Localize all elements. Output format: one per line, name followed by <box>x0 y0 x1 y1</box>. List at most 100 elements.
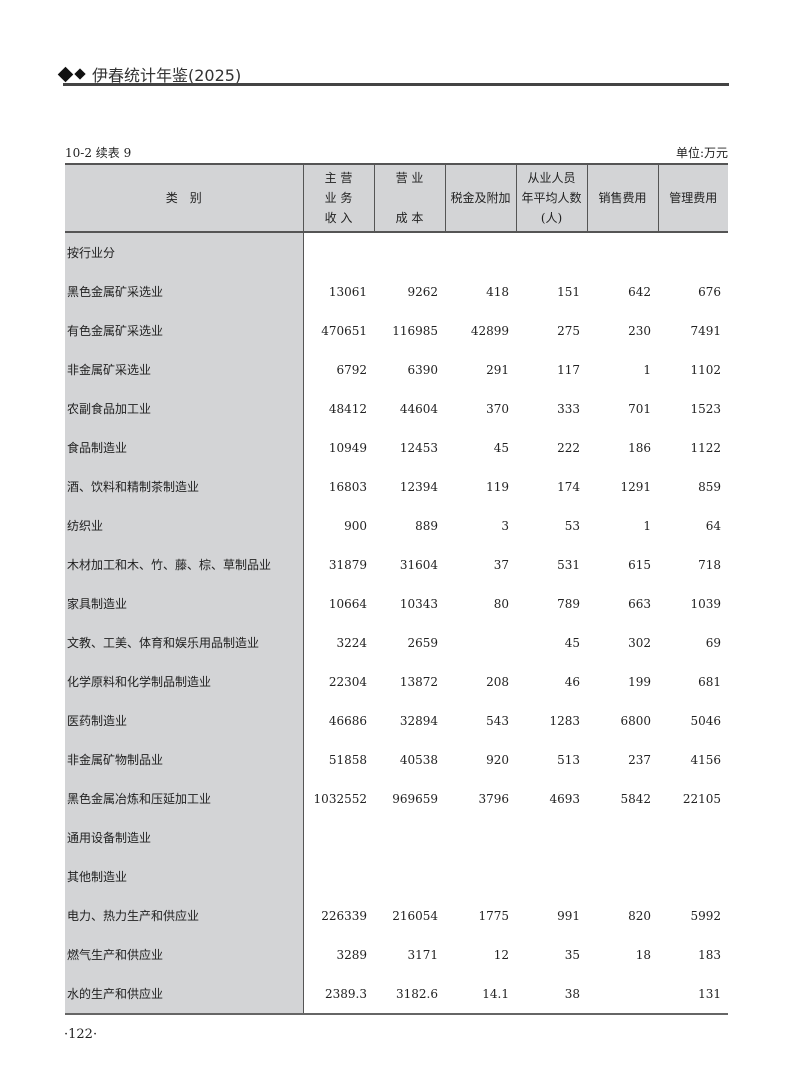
table-cell: 3 <box>501 518 509 533</box>
table-cell <box>303 818 374 857</box>
table-cell: 186 <box>628 440 651 455</box>
table-cell: 222 <box>557 440 580 455</box>
table-cell <box>658 857 728 896</box>
table-cell <box>374 857 445 896</box>
table-cell: 275 <box>557 323 580 338</box>
table-cell: 1291 <box>620 479 651 494</box>
table-cell <box>658 232 728 272</box>
row-label: 非金属矿采选业 <box>65 350 304 389</box>
table-cell: 131 <box>658 974 728 1015</box>
table-cell: 42899 <box>470 323 509 338</box>
row-label: 黑色金属冶炼和压延加工业 <box>65 779 304 818</box>
table-cell: 44604 <box>399 401 438 416</box>
table-cell: 889 <box>415 518 438 533</box>
table-cell: 470651 <box>321 323 367 338</box>
table-cell: 40538 <box>399 752 438 767</box>
table-row: 文教、工美、体育和娱乐用品制造业 3224 2659 45 302 69 <box>65 623 728 662</box>
table-cell: 22105 <box>682 791 721 806</box>
row-label: 水的生产和供应业 <box>65 974 304 1015</box>
header-rule <box>63 83 729 86</box>
table-cell: 681 <box>698 674 721 689</box>
table-cell: 1523 <box>690 401 721 416</box>
table-cell: 615 <box>628 557 651 572</box>
table-cell <box>374 818 445 857</box>
table-cell: 183 <box>698 947 721 962</box>
row-label: 文教、工美、体育和娱乐用品制造业 <box>65 623 304 662</box>
table-cell: 6390 <box>407 362 438 377</box>
table-cell: 35 <box>564 947 580 962</box>
table-cell: 18 <box>635 947 651 962</box>
column-header-line <box>375 188 445 208</box>
table-cell: 80 <box>493 596 509 611</box>
table-cell: 789 <box>557 596 580 611</box>
table-cell: 718 <box>698 557 721 572</box>
row-label: 农副食品加工业 <box>65 389 304 428</box>
table-cell: 226339 <box>321 908 367 923</box>
column-header-line: 管理费用 <box>669 191 718 205</box>
column-header-line: 税金及附加 <box>450 191 511 205</box>
table-cell <box>303 857 374 896</box>
table-cell: 12394 <box>399 479 438 494</box>
running-header: 伊春统计年鉴(2025) <box>57 62 241 86</box>
table-cell: 22304 <box>328 674 367 689</box>
table-cell <box>516 232 587 272</box>
table-cell: 216054 <box>392 908 438 923</box>
column-header-line: 主 营 <box>324 171 353 185</box>
table-cell: 1122 <box>690 440 721 455</box>
table-row: 农副食品加工业 48412 44604 370 333 701 1523 <box>65 389 728 428</box>
table-cell <box>374 232 445 272</box>
table-cell: 51858 <box>328 752 367 767</box>
table-cell: 46 <box>564 674 580 689</box>
table-cell <box>516 818 587 857</box>
table-row: 非金属矿物制品业 51858 40538 920 513 237 4156 <box>65 740 728 779</box>
table-cell: 6800 <box>620 713 651 728</box>
table-cell: 151 <box>557 284 580 299</box>
table-cell: 13872 <box>399 674 438 689</box>
table-cell: 5046 <box>690 713 721 728</box>
table-cell: 6792 <box>336 362 367 377</box>
row-label: 黑色金属矿采选业 <box>65 272 304 311</box>
table-cell: 10664 <box>328 596 367 611</box>
table-cell: 920 <box>486 752 509 767</box>
column-header-line: 成 本 <box>395 211 424 225</box>
table-cell: 4156 <box>690 752 721 767</box>
table-cell: 119 <box>486 479 509 494</box>
table-cell <box>587 818 658 857</box>
row-label: 酒、饮料和精制茶制造业 <box>65 467 304 506</box>
table-cell: 32894 <box>399 713 438 728</box>
row-label: 非金属矿物制品业 <box>65 740 304 779</box>
table-row: 食品制造业 10949 12453 45 222 186 1122 <box>65 428 728 467</box>
table-cell: 820 <box>628 908 651 923</box>
table-cell: 513 <box>557 752 580 767</box>
row-label: 纺织业 <box>65 506 304 545</box>
table-cell: 37 <box>493 557 509 572</box>
row-label: 按行业分 <box>65 232 304 272</box>
table-cell <box>587 857 658 896</box>
page-number: ·122· <box>64 1027 98 1042</box>
row-label: 木材加工和木、竹、藤、棕、草制品业 <box>65 545 304 584</box>
row-label: 燃气生产和供应业 <box>65 935 304 974</box>
table-cell: 302 <box>628 635 651 650</box>
table-cell <box>445 857 516 896</box>
table-cell: 46686 <box>328 713 367 728</box>
table-cell: 48412 <box>328 401 367 416</box>
table-row: 化学原料和化学制品制造业 22304 13872 208 46 199 681 <box>65 662 728 701</box>
table-id: 10-2 续表 9 <box>65 146 132 160</box>
unit-label: 单位:万元 <box>675 146 728 160</box>
table-cell: 199 <box>628 674 651 689</box>
row-label: 医药制造业 <box>65 701 304 740</box>
column-header: 销售费用 <box>586 163 658 233</box>
table-cell: 12 <box>493 947 509 962</box>
table-cell: 531 <box>557 557 580 572</box>
table-cell: 53 <box>564 518 580 533</box>
table-cell: 230 <box>628 323 651 338</box>
column-header-line: 从业人员 <box>527 171 576 185</box>
table-cell <box>303 232 374 272</box>
column-header: 营 业 成 本 <box>373 163 445 233</box>
table-cell: 1 <box>643 518 651 533</box>
table-cell: 14.1 <box>445 974 516 1015</box>
table-cell: 1102 <box>690 362 721 377</box>
table-row: 有色金属矿采选业 470651 116985 42899 275 230 7491 <box>65 311 728 350</box>
table-cell: 859 <box>698 479 721 494</box>
table-row: 酒、饮料和精制茶制造业 16803 12394 119 174 1291 859 <box>65 467 728 506</box>
